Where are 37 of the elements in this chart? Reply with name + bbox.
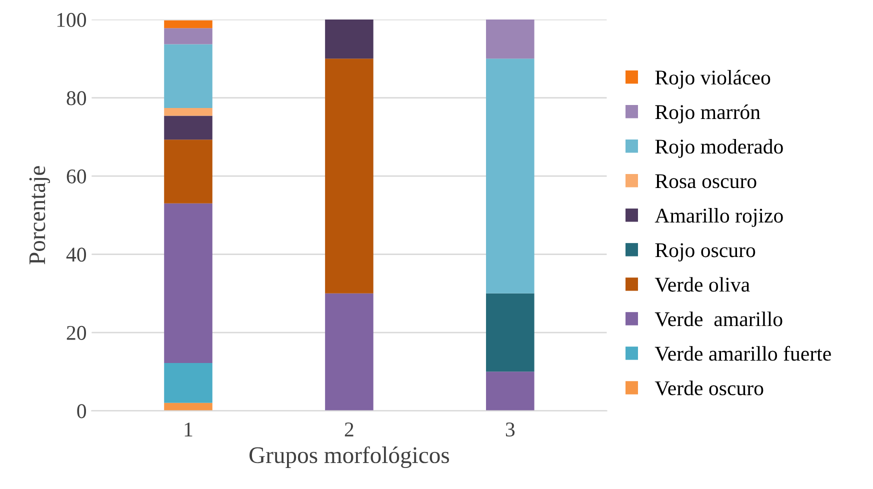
- bar: [164, 140, 212, 204]
- legend-label: Verde oliva: [654, 277, 750, 292]
- legend-label: Rojo violáceo: [655, 70, 770, 89]
- bar: [486, 58, 534, 294]
- legend-label: Amarillo rojizo: [654, 208, 783, 227]
- bar: [164, 363, 212, 403]
- y-axis-title: Porcentaje: [29, 166, 50, 264]
- y-tick-label: 0: [77, 404, 86, 418]
- bar: [164, 116, 212, 140]
- y-tick-label: 100: [57, 12, 86, 27]
- y-tick-label: 60: [66, 169, 86, 184]
- legend-label: Rojo marrón: [655, 104, 760, 124]
- x-tick-label: 1: [184, 422, 192, 436]
- bar: [325, 293, 374, 411]
- legend-label: Verde oscuro: [654, 380, 764, 396]
- bar: [486, 20, 534, 59]
- legend-label: Rojo moderado: [655, 139, 783, 158]
- bar: [486, 293, 534, 372]
- legend-label: Rosa oscuro: [655, 174, 756, 188]
- bar: [164, 108, 212, 116]
- y-tick-label: 20: [66, 326, 86, 340]
- x-tick-label: 3: [506, 422, 515, 437]
- bar: [164, 203, 212, 364]
- legend-label: Verde amarillo: [654, 312, 782, 326]
- bar: [164, 402, 212, 411]
- y-tick-label: 80: [66, 91, 86, 106]
- bar: [164, 20, 212, 28]
- bar: [325, 20, 374, 59]
- legend-label: Rojo oscuro: [655, 243, 756, 262]
- bar: [325, 58, 374, 294]
- x-tick-label: 2: [344, 422, 354, 436]
- bar: [164, 44, 212, 108]
- bar: [164, 28, 212, 44]
- legend-label: Verde amarillo fuerte: [654, 346, 831, 361]
- y-tick-label: 40: [66, 248, 86, 262]
- bar: [486, 372, 534, 411]
- x-axis-title: Grupos morfológicos: [250, 446, 450, 468]
